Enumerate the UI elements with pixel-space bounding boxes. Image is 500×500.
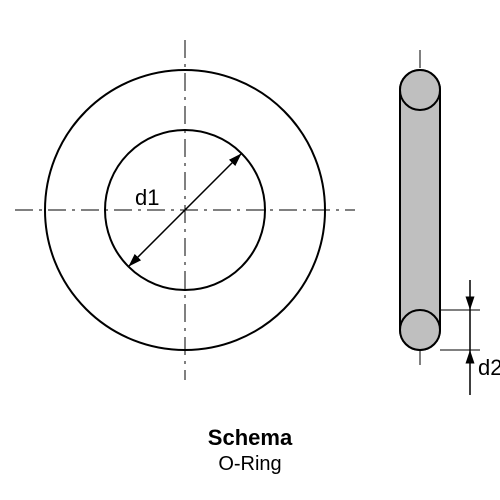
- label-d2: d2: [478, 355, 500, 380]
- oring-side-profile: [400, 70, 440, 350]
- caption-title: Schema: [0, 425, 500, 451]
- oring-cross-section-bottom: [400, 310, 440, 350]
- label-d1: d1: [135, 185, 159, 210]
- caption: Schema O-Ring: [0, 425, 500, 476]
- diagram-canvas: d1 d2 Schema O-Ring: [0, 0, 500, 500]
- oring-cross-section-top: [400, 70, 440, 110]
- caption-subtitle: O-Ring: [0, 453, 500, 476]
